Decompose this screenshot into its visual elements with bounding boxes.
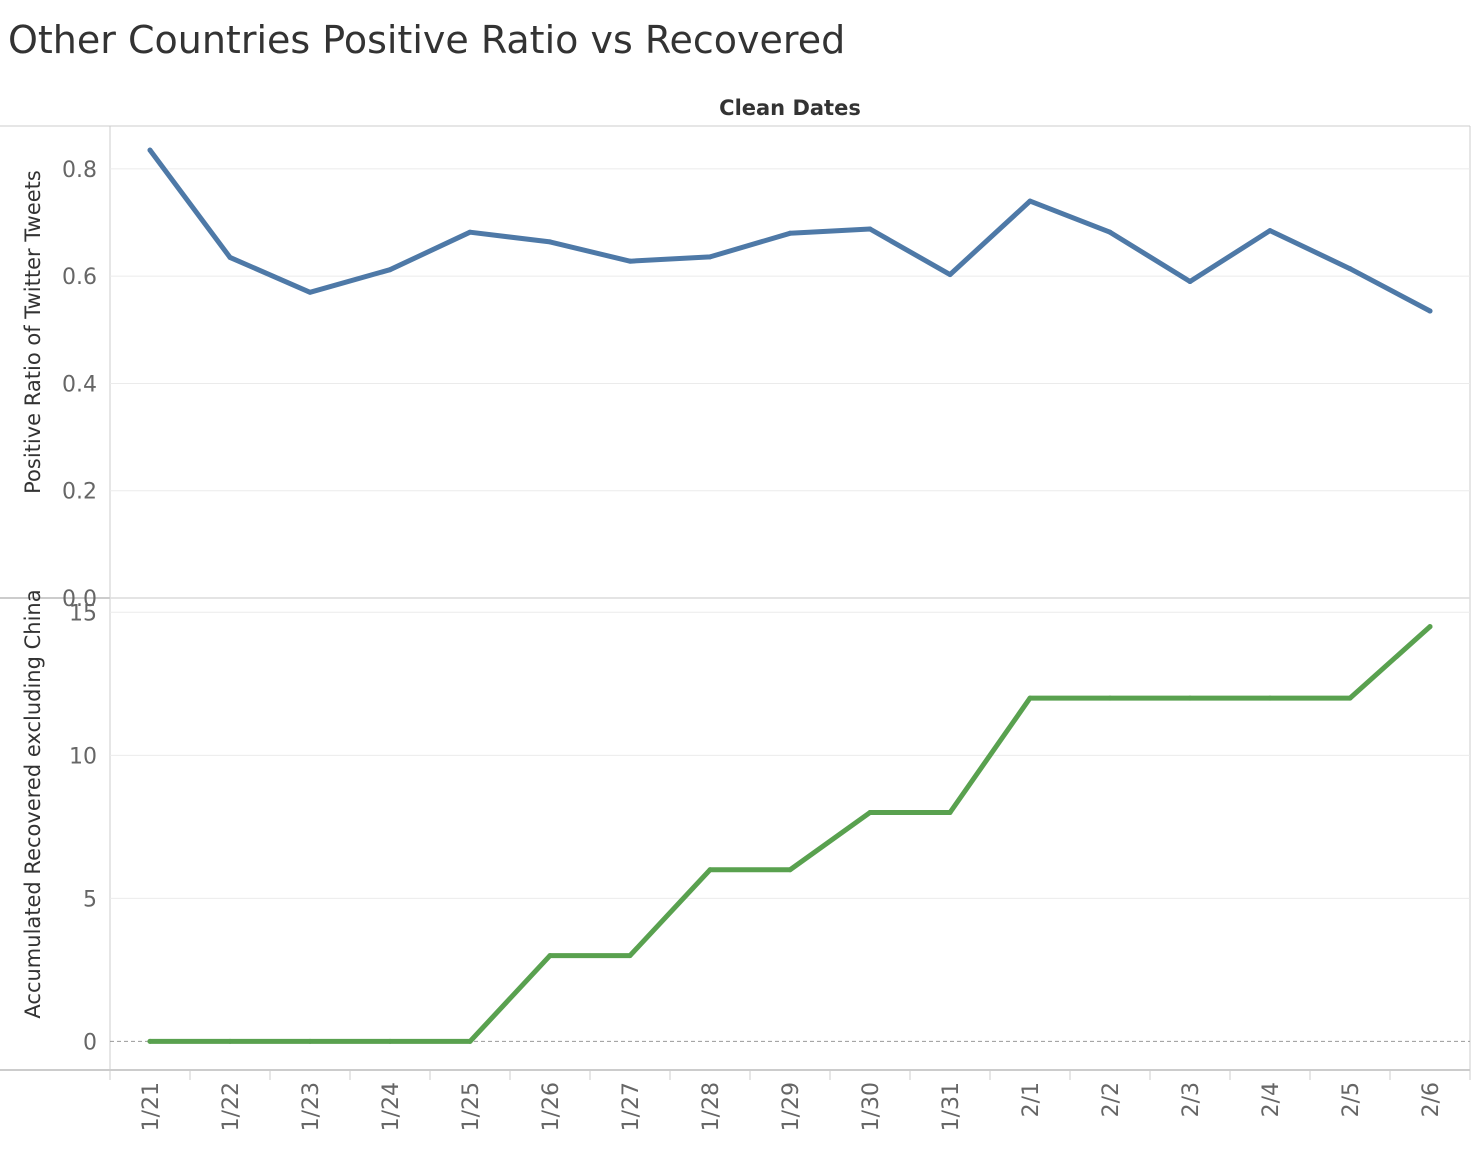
x-tick-label: 1/22: [219, 1082, 244, 1131]
data-point: [1107, 695, 1113, 701]
x-tick-label: 2/1: [1019, 1082, 1044, 1117]
x-tick-label: 1/29: [779, 1082, 804, 1131]
data-point: [1427, 308, 1433, 314]
x-tick-label: 2/4: [1259, 1082, 1284, 1117]
data-point: [1427, 624, 1433, 630]
y-tick-label: 0.0: [62, 587, 97, 612]
data-point: [627, 953, 633, 959]
y-tick-label: 5: [83, 887, 97, 912]
y-tick-label: 0.4: [62, 372, 97, 397]
data-point: [1107, 229, 1113, 235]
y-tick-label: 0: [83, 1030, 97, 1055]
y-tick-label: 15: [69, 601, 97, 626]
data-point: [387, 1038, 393, 1044]
data-point: [547, 953, 553, 959]
panel-1: 0.0 0.2 0.4 0.6 0.8 Positive Ratio of Twitter…: [21, 147, 1470, 612]
data-point: [707, 254, 713, 260]
data-point: [627, 258, 633, 264]
data-point: [947, 272, 953, 278]
data-point: [1267, 228, 1273, 234]
data-point: [307, 1038, 313, 1044]
data-point: [1187, 279, 1193, 285]
data-point: [867, 810, 873, 816]
data-point: [227, 1038, 233, 1044]
series-line-2: [147, 624, 1433, 1044]
x-tick-label: 1/23: [299, 1082, 324, 1131]
y-axis-title: Positive Ratio of Twitter Tweets: [21, 170, 45, 494]
data-point: [1027, 695, 1033, 701]
data-point: [387, 267, 393, 273]
data-point: [787, 230, 793, 236]
data-point: [867, 226, 873, 232]
x-tick-label: 1/24: [379, 1082, 404, 1131]
x-tick-label: 2/2: [1099, 1082, 1124, 1117]
data-point: [787, 867, 793, 873]
x-tick-label: 1/27: [619, 1082, 644, 1131]
y-tick-label: 0.8: [62, 158, 97, 183]
x-tick-label: 1/21: [139, 1082, 164, 1131]
data-point: [707, 867, 713, 873]
data-point: [467, 1038, 473, 1044]
data-point: [547, 239, 553, 245]
y-tick-label: 10: [69, 744, 97, 769]
data-point: [467, 229, 473, 235]
data-point: [947, 810, 953, 816]
data-point: [1027, 198, 1033, 204]
x-tick-label: 1/30: [859, 1082, 884, 1131]
y-tick-label: 0.2: [62, 480, 97, 505]
x-tick-label: 1/26: [539, 1082, 564, 1131]
column-header: Clean Dates: [719, 96, 861, 120]
data-point: [1347, 695, 1353, 701]
x-tick-label: 1/31: [939, 1082, 964, 1131]
data-point: [1267, 695, 1273, 701]
x-tick-label: 2/5: [1339, 1082, 1364, 1117]
series-line-1: [147, 147, 1433, 314]
x-axis: 1/21 1/22 1/23 1/24 1/25 1/26 1/27 1/28 1/29 1/30…: [109, 1070, 1471, 1131]
y-axis-title: Accumulated Recovered excluding China: [21, 589, 45, 1018]
data-point: [1187, 695, 1193, 701]
x-tick-label: 1/25: [459, 1082, 484, 1131]
data-point: [307, 289, 313, 295]
x-tick-label: 1/28: [699, 1082, 724, 1131]
data-point: [147, 147, 153, 153]
data-point: [147, 1038, 153, 1044]
x-tick-label: 2/6: [1419, 1082, 1444, 1117]
data-point: [227, 254, 233, 260]
y-tick-label: 0.6: [62, 265, 97, 290]
panels-layer: 0.0 0.2 0.4 0.6 0.8 Positive Ratio of Twitter…: [0, 125, 1471, 1080]
data-point: [1347, 266, 1353, 272]
panel-2: 0 5 10 15 Accumulated Recovered excluding Ch…: [21, 589, 1470, 1055]
x-tick-label: 2/3: [1179, 1082, 1204, 1117]
chart-title: Other Countries Positive Ratio vs Recove…: [8, 18, 846, 62]
